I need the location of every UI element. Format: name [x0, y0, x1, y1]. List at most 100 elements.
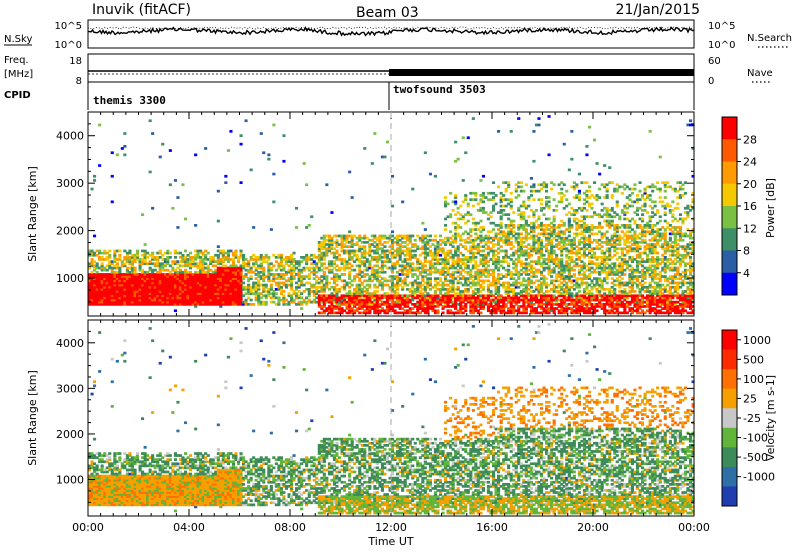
power-cell: [411, 235, 414, 238]
power-cell: [383, 156, 386, 159]
power-cell: [527, 215, 530, 218]
power-cell: [108, 250, 111, 253]
power-cell: [553, 183, 556, 186]
power-cell: [282, 290, 285, 293]
power-cell: [351, 284, 354, 287]
power-cell: [479, 179, 482, 182]
power-cell: [325, 183, 328, 186]
power-cell: [520, 186, 523, 189]
power-cell: [96, 262, 99, 265]
power-cell: [596, 162, 599, 165]
power-cell: [545, 190, 548, 193]
power-cell: [262, 267, 265, 270]
power-cell: [118, 254, 121, 257]
power-cell: [510, 198, 513, 201]
power-cell: [303, 162, 306, 165]
nave-tick-top: 60: [708, 56, 721, 67]
power-cell: [429, 235, 432, 238]
power-cell: [118, 250, 121, 253]
power-cell: [444, 228, 447, 231]
power-cell: [598, 222, 601, 225]
power-cell: [459, 226, 462, 229]
cpid-segment-2: twofsound 3503: [393, 83, 486, 96]
power-cell: [474, 256, 477, 259]
power-cell: [338, 254, 341, 257]
power-cell: [128, 250, 131, 253]
nsky-label: N.Sky: [4, 34, 32, 45]
power-cell: [242, 282, 245, 285]
power-cell: [293, 252, 296, 255]
power-cell: [543, 213, 546, 216]
power-cell: [411, 262, 414, 265]
power-cell: [464, 151, 467, 154]
nsearch-label: N.Search: [747, 33, 792, 44]
power-cell: [525, 220, 528, 223]
power-cell: [469, 235, 472, 238]
power-cell: [512, 224, 515, 227]
power-cell: [424, 228, 427, 231]
power-cell: [383, 271, 386, 274]
power-cell: [159, 250, 162, 253]
power-cell: [570, 130, 573, 133]
power-cell: [490, 290, 493, 293]
power-cell: [371, 162, 374, 165]
power-cell: [545, 277, 548, 280]
power-cell: [229, 130, 232, 133]
power-cell: [348, 230, 351, 233]
power-cell: [176, 226, 179, 229]
power-cell: [530, 194, 533, 197]
beam-title: Beam 03: [356, 5, 419, 21]
power-cell: [260, 132, 263, 135]
power-cell: [151, 132, 154, 135]
power-cell: [149, 171, 152, 174]
power-cell: [449, 250, 452, 253]
power-cell: [548, 218, 551, 221]
power-cell: [295, 207, 298, 210]
power-cell: [593, 181, 596, 184]
power-cell: [323, 262, 326, 265]
power-cell: [512, 220, 515, 223]
power-cell: [492, 181, 495, 184]
power-cell: [262, 151, 265, 154]
power-cell: [151, 207, 154, 210]
power-cell: [522, 190, 525, 193]
power-cell: [525, 228, 528, 231]
power-cell: [98, 124, 101, 127]
power-cell: [272, 265, 275, 268]
power-cell: [548, 115, 551, 118]
power-cell: [459, 205, 462, 208]
power-cell: [573, 269, 576, 272]
power-cell: [495, 203, 498, 206]
power-cell: [194, 224, 197, 227]
power-cell: [280, 254, 283, 257]
power-cell: [93, 179, 96, 182]
power-cell: [174, 179, 177, 182]
power-cell: [217, 220, 220, 223]
power-cell: [507, 262, 510, 265]
power-cell: [436, 309, 439, 312]
power-cell: [141, 213, 144, 216]
power-cell: [111, 151, 114, 154]
power-cell: [537, 117, 540, 120]
power-cell: [217, 190, 220, 193]
power-cell: [351, 196, 354, 199]
power-cell: [598, 173, 601, 176]
power-cell: [532, 130, 535, 133]
power-cell: [540, 239, 543, 242]
freq-panel: [88, 54, 694, 82]
power-cell: [497, 186, 500, 189]
power-cell: [593, 252, 596, 255]
power-cell: [482, 226, 485, 229]
power-cell: [270, 284, 273, 287]
power-cell: [548, 265, 551, 268]
nsky-tick-bottom: 10^0: [55, 40, 82, 51]
freq-tick-bottom: 8: [76, 76, 82, 87]
power-cell: [111, 175, 114, 178]
power-cell: [356, 254, 359, 257]
power-cell: [563, 194, 566, 197]
power-cell: [482, 175, 485, 178]
power-cell: [176, 196, 179, 199]
power-cell: [467, 220, 470, 223]
power-cell: [530, 177, 533, 180]
